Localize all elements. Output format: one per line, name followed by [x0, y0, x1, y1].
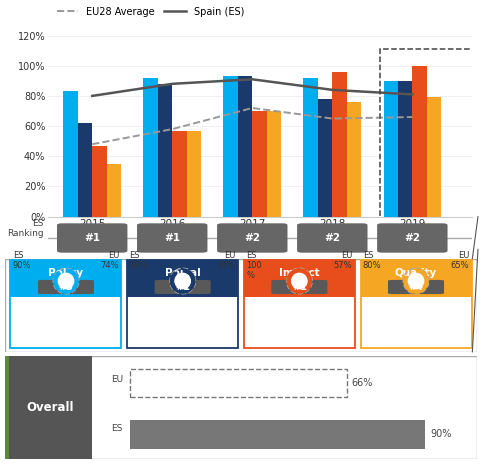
Text: Impact: Impact [279, 268, 320, 278]
Bar [361, 260, 471, 297]
FancyBboxPatch shape [388, 280, 444, 294]
Text: 66%: 66% [351, 378, 373, 388]
Bar [5, 356, 9, 459]
Text: Overall: Overall [27, 401, 74, 414]
Text: 90%: 90% [13, 260, 31, 270]
Bar [252, 111, 267, 217]
Bar [92, 146, 107, 217]
Text: EU: EU [108, 251, 119, 260]
Bar [187, 130, 201, 217]
Bar [64, 91, 78, 217]
Text: #4: #4 [409, 282, 424, 292]
Text: EU: EU [458, 251, 469, 260]
FancyBboxPatch shape [155, 280, 211, 294]
FancyBboxPatch shape [297, 223, 367, 253]
Bar [5, 356, 92, 459]
Bar [78, 123, 92, 217]
Bar [347, 102, 361, 217]
Bar [380, 49, 478, 218]
Text: 89%: 89% [130, 260, 148, 270]
Bar [224, 76, 238, 217]
Text: ES
Ranking: ES Ranking [7, 219, 43, 238]
Bar [238, 76, 252, 217]
Text: 90%: 90% [430, 429, 452, 439]
Bar [244, 260, 355, 297]
FancyBboxPatch shape [137, 223, 207, 253]
Text: #5: #5 [58, 282, 73, 292]
Bar [107, 164, 121, 217]
Text: ES: ES [246, 251, 257, 260]
Text: 100
%: 100 % [246, 260, 262, 280]
Legend: EU28 Average, Spain (ES): EU28 Average, Spain (ES) [53, 3, 248, 21]
FancyBboxPatch shape [377, 223, 448, 253]
FancyBboxPatch shape [271, 280, 327, 294]
Bar [244, 260, 355, 348]
Text: #2: #2 [324, 233, 340, 243]
Bar [332, 72, 347, 217]
Bar [384, 81, 398, 217]
FancyBboxPatch shape [57, 223, 127, 253]
FancyBboxPatch shape [217, 223, 287, 253]
Bar [144, 78, 158, 217]
Bar [398, 81, 412, 217]
Text: 74%: 74% [101, 260, 119, 270]
Bar [130, 420, 426, 449]
Text: ES: ES [13, 251, 23, 260]
Text: EU: EU [225, 251, 236, 260]
Bar [304, 78, 318, 217]
Text: #1: #1 [164, 233, 180, 243]
Bar [11, 260, 121, 297]
Text: 57%: 57% [334, 260, 352, 270]
FancyBboxPatch shape [38, 280, 94, 294]
Bar [11, 260, 121, 348]
Text: 67%: 67% [217, 260, 236, 270]
Bar [361, 260, 471, 348]
Text: #1: #1 [84, 233, 100, 243]
Bar [412, 66, 427, 217]
Bar [130, 369, 347, 397]
Text: #2: #2 [244, 233, 260, 243]
Text: 80%: 80% [363, 260, 381, 270]
Text: ES: ES [111, 424, 122, 433]
Text: Portal: Portal [165, 268, 201, 278]
Bar [318, 99, 332, 217]
Text: Quality: Quality [395, 268, 437, 278]
Text: ES: ES [363, 251, 374, 260]
Text: Policy: Policy [48, 268, 83, 278]
Text: #1: #1 [292, 282, 307, 292]
Text: 65%: 65% [451, 260, 469, 270]
Bar [127, 260, 238, 348]
Bar [127, 260, 238, 297]
Text: EU: EU [341, 251, 352, 260]
Text: #1: #1 [175, 282, 190, 292]
Bar [172, 130, 187, 217]
Bar [427, 97, 441, 217]
Text: EU: EU [111, 375, 123, 384]
Bar [267, 111, 281, 217]
Text: ES: ES [130, 251, 140, 260]
Text: #2: #2 [404, 233, 420, 243]
Bar [158, 84, 172, 217]
